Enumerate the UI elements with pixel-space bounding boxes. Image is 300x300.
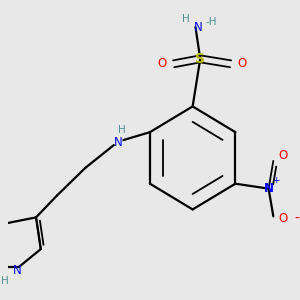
Text: -: - [295, 212, 299, 225]
Text: N: N [264, 182, 274, 195]
Text: H: H [118, 125, 125, 135]
Text: N: N [13, 264, 21, 278]
Text: H: H [182, 14, 190, 24]
Text: -H: -H [206, 17, 218, 27]
Text: O: O [158, 57, 167, 70]
Text: N: N [194, 21, 203, 34]
Text: +: + [272, 176, 280, 185]
Text: O: O [278, 149, 287, 162]
Text: S: S [195, 52, 205, 66]
Text: N: N [114, 136, 123, 148]
Text: O: O [237, 57, 247, 70]
Text: H: H [1, 276, 9, 286]
Text: O: O [278, 212, 287, 225]
